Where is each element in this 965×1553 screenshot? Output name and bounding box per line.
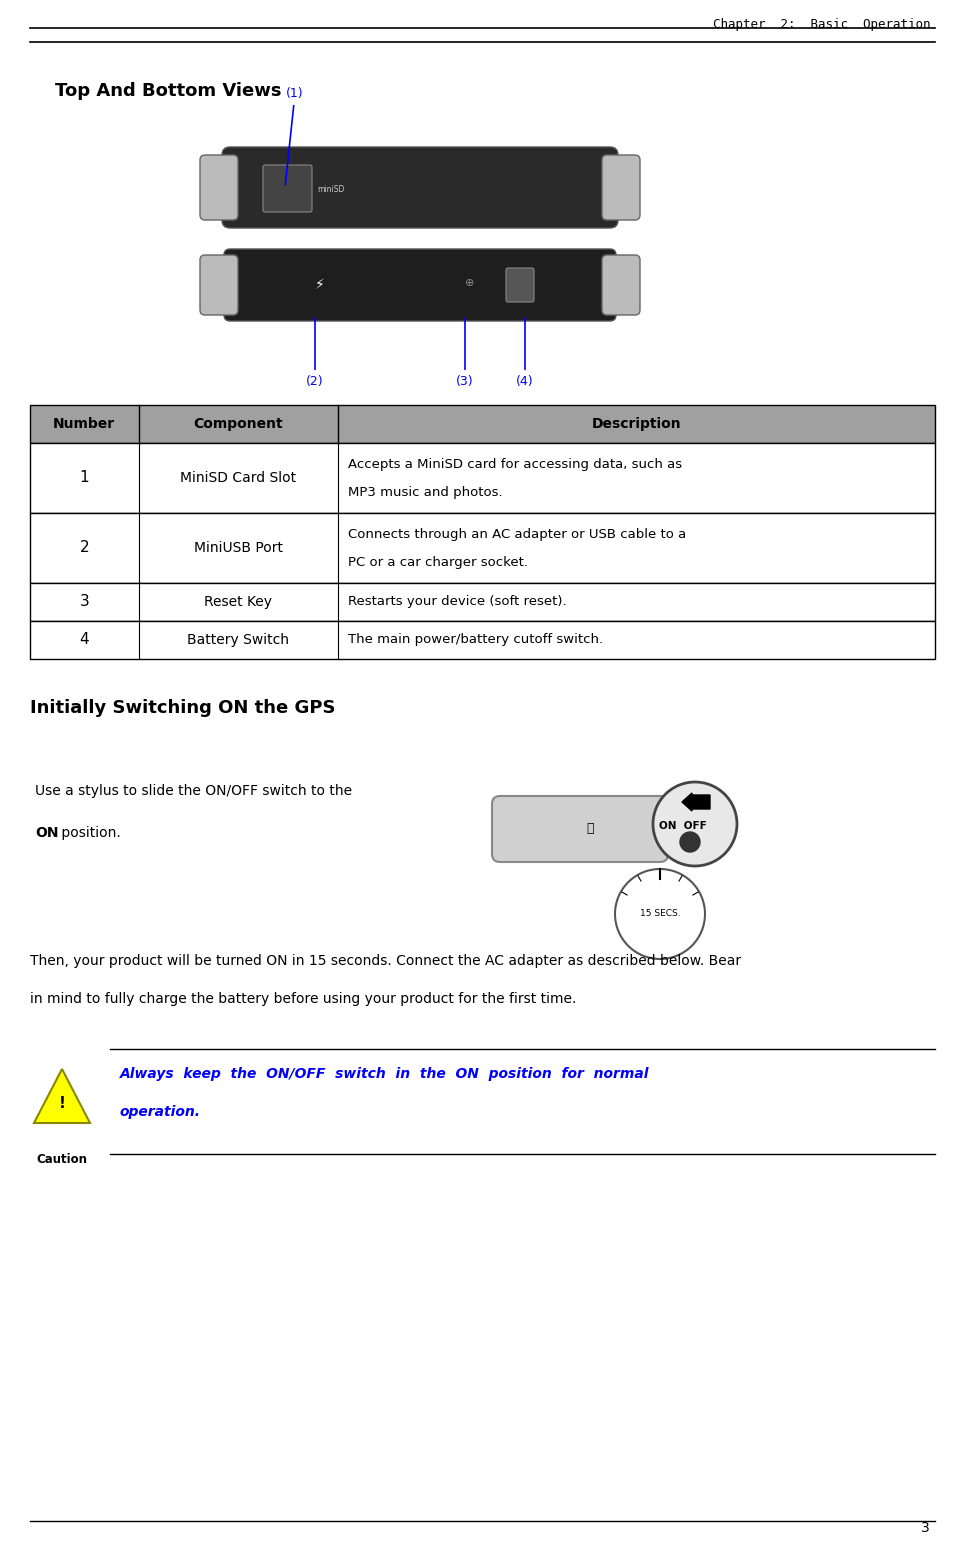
Text: Restarts your device (soft reset).: Restarts your device (soft reset).	[347, 595, 566, 609]
FancyBboxPatch shape	[200, 155, 238, 221]
Bar	[30, 405, 935, 443]
FancyBboxPatch shape	[200, 255, 238, 315]
Text: MP3 music and photos.: MP3 music and photos.	[347, 486, 503, 499]
Text: Component: Component	[193, 418, 283, 432]
Text: 4: 4	[79, 632, 89, 648]
Bar	[30, 582, 935, 621]
Text: position.: position.	[57, 826, 121, 840]
FancyBboxPatch shape	[602, 255, 640, 315]
Text: Then, your product will be turned ON in 15 seconds. Connect the AC adapter as de: Then, your product will be turned ON in …	[30, 954, 741, 968]
Text: MiniUSB Port: MiniUSB Port	[194, 540, 283, 554]
Bar	[30, 443, 935, 512]
Text: Description: Description	[592, 418, 681, 432]
Text: Caution: Caution	[37, 1152, 88, 1166]
Text: Number: Number	[53, 418, 116, 432]
Text: (2): (2)	[306, 318, 324, 388]
Text: 3: 3	[922, 1520, 930, 1534]
Text: (3): (3)	[456, 318, 474, 388]
FancyBboxPatch shape	[224, 248, 616, 321]
Circle shape	[615, 870, 705, 960]
Text: ON  OFF: ON OFF	[659, 822, 707, 831]
Text: operation.: operation.	[120, 1106, 201, 1120]
FancyBboxPatch shape	[222, 148, 618, 228]
FancyBboxPatch shape	[602, 155, 640, 221]
Text: Use a stylus to slide the ON/OFF switch to the: Use a stylus to slide the ON/OFF switch …	[35, 784, 352, 798]
Text: Always  keep  the  ON/OFF  switch  in  the  ON  position  for  normal: Always keep the ON/OFF switch in the ON …	[120, 1067, 649, 1081]
Text: Connects through an AC adapter or USB cable to a: Connects through an AC adapter or USB ca…	[347, 528, 686, 540]
Text: 3: 3	[79, 595, 89, 609]
Text: Chapter  2:  Basic  Operation: Chapter 2: Basic Operation	[712, 19, 930, 31]
Text: Top And Bottom Views: Top And Bottom Views	[55, 82, 282, 99]
Text: Initially Switching ON the GPS: Initially Switching ON the GPS	[30, 699, 336, 717]
Text: Reset Key: Reset Key	[205, 595, 272, 609]
Text: miniSD: miniSD	[317, 185, 345, 194]
Text: Accepts a MiniSD card for accessing data, such as: Accepts a MiniSD card for accessing data…	[347, 458, 682, 471]
Text: !: !	[59, 1095, 66, 1110]
Text: 🔌: 🔌	[587, 823, 593, 836]
Polygon shape	[34, 1068, 90, 1123]
Bar	[30, 621, 935, 658]
Text: in mind to fully charge the battery before using your product for the first time: in mind to fully charge the battery befo…	[30, 992, 576, 1006]
Text: MiniSD Card Slot: MiniSD Card Slot	[180, 471, 296, 485]
Text: 2: 2	[79, 540, 89, 556]
Bar	[30, 512, 935, 582]
FancyBboxPatch shape	[506, 269, 534, 301]
Text: 1: 1	[79, 471, 89, 486]
FancyBboxPatch shape	[263, 165, 312, 213]
FancyBboxPatch shape	[492, 797, 668, 862]
Text: ON: ON	[35, 826, 59, 840]
Circle shape	[680, 832, 700, 853]
Text: ⚡: ⚡	[316, 278, 325, 292]
Text: (1): (1)	[286, 87, 304, 185]
Text: 15 SECS.: 15 SECS.	[640, 910, 680, 918]
FancyArrow shape	[682, 794, 710, 811]
Circle shape	[653, 783, 737, 867]
Text: PC or a car charger socket.: PC or a car charger socket.	[347, 556, 528, 568]
Text: (4): (4)	[516, 318, 534, 388]
Text: The main power/battery cutoff switch.: The main power/battery cutoff switch.	[347, 634, 603, 646]
Text: ⊕: ⊕	[465, 278, 475, 287]
Text: Battery Switch: Battery Switch	[187, 634, 290, 648]
